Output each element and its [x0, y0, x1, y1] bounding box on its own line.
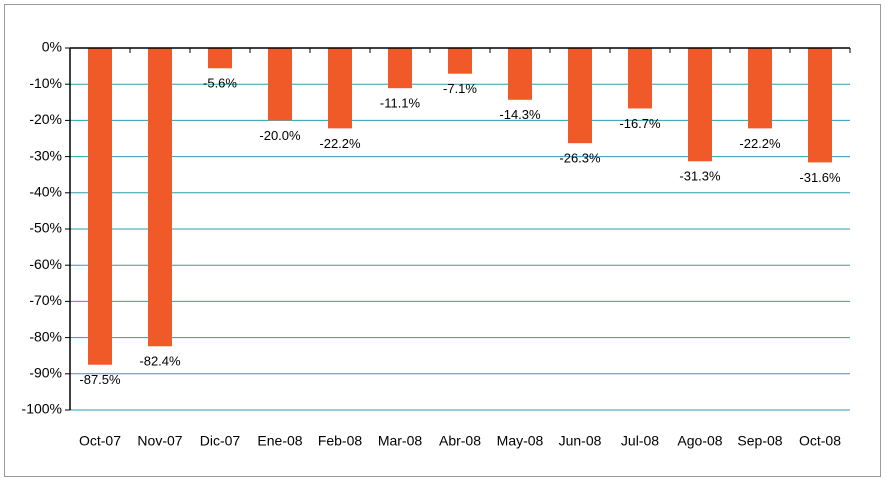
y-tick-label: -50%: [29, 220, 62, 236]
x-tick-label: Dic-07: [200, 433, 241, 449]
value-label: -22.2%: [739, 136, 781, 151]
bar: [388, 48, 412, 89]
bar: [808, 48, 832, 163]
y-tick-label: -70%: [29, 292, 62, 308]
y-tick-label: -10%: [29, 75, 62, 91]
value-label: -14.3%: [499, 107, 541, 122]
value-label: -7.1%: [443, 81, 477, 96]
bar: [568, 48, 592, 144]
x-tick-label: Sep-08: [737, 433, 782, 449]
bar: [448, 48, 472, 74]
x-tick-label: Oct-07: [79, 433, 121, 449]
value-label: -82.4%: [139, 354, 181, 369]
x-tick-label: Jul-08: [621, 433, 659, 449]
bar: [508, 48, 532, 100]
bar: [328, 48, 352, 129]
y-tick-label: -30%: [29, 147, 62, 163]
x-tick-label: Jun-08: [559, 433, 602, 449]
value-label: -22.2%: [319, 136, 361, 151]
value-label: -26.3%: [559, 151, 601, 166]
y-tick-label: -40%: [29, 184, 62, 200]
bar: [268, 48, 292, 121]
x-tick-label: Abr-08: [439, 433, 481, 449]
bar: [688, 48, 712, 162]
x-tick-label: Ago-08: [677, 433, 722, 449]
x-tick-label: Mar-08: [378, 433, 423, 449]
value-label: -11.1%: [380, 96, 421, 111]
value-label: -31.3%: [679, 169, 721, 184]
value-label: -5.6%: [203, 76, 237, 91]
x-tick-label: May-08: [497, 433, 544, 449]
value-label: -20.0%: [259, 128, 301, 143]
bar: [88, 48, 112, 365]
y-tick-label: -100%: [22, 401, 62, 417]
bar: [628, 48, 652, 109]
y-tick-label: 0%: [42, 39, 62, 55]
x-tick-label: Ene-08: [257, 433, 302, 449]
y-tick-label: -60%: [29, 256, 62, 272]
bar: [148, 48, 172, 347]
y-tick-label: -90%: [29, 365, 62, 381]
y-tick-label: -80%: [29, 328, 62, 344]
bar: [748, 48, 772, 129]
x-tick-label: Feb-08: [318, 433, 363, 449]
y-tick-label: -20%: [29, 111, 62, 127]
x-tick-label: Nov-07: [137, 433, 182, 449]
value-label: -16.7%: [619, 116, 661, 131]
value-label: -87.5%: [79, 372, 121, 387]
frame: [4, 4, 881, 477]
x-tick-label: Oct-08: [799, 433, 841, 449]
value-label: -31.6%: [799, 170, 841, 185]
bar: [208, 48, 232, 69]
